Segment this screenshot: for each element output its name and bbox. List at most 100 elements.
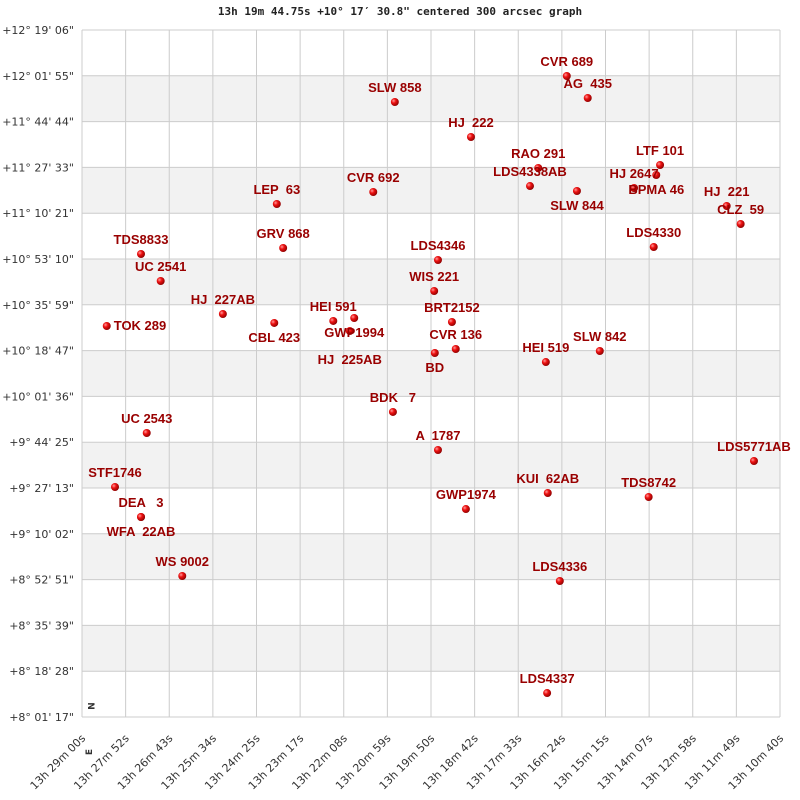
- star-label: LDS4346: [411, 238, 466, 253]
- star-marker[interactable]: [466, 132, 475, 141]
- star-label: CLZ 59: [717, 202, 764, 217]
- star-label: SLW 842: [573, 329, 626, 344]
- star-marker[interactable]: [525, 182, 534, 191]
- star-marker[interactable]: [562, 72, 571, 81]
- star-label: CVR 689: [540, 54, 593, 69]
- star-marker[interactable]: [595, 347, 604, 356]
- star-marker[interactable]: [329, 316, 338, 325]
- star-marker[interactable]: [178, 571, 187, 580]
- star-label: KUI 62AB: [516, 471, 579, 486]
- star-label: GWP1974: [436, 487, 497, 502]
- star-marker[interactable]: [430, 287, 439, 296]
- star-marker[interactable]: [461, 505, 470, 514]
- y-tick-label: +9° 10' 02": [9, 528, 74, 541]
- star-label: BPMA 46: [628, 182, 684, 197]
- star-marker[interactable]: [583, 93, 592, 102]
- y-tick-label: +8° 18' 28": [9, 665, 74, 678]
- y-tick-label: +11° 27' 33": [2, 161, 74, 174]
- star-label: WS 9002: [156, 554, 209, 569]
- star-marker[interactable]: [390, 97, 399, 106]
- star-label: SLW 858: [368, 80, 421, 95]
- star-label: LDS4336: [532, 559, 587, 574]
- star-marker[interactable]: [430, 349, 439, 358]
- chart-title: 13h 19m 44.75s +10° 17′ 30.8" centered 3…: [217, 5, 583, 18]
- star-marker[interactable]: [270, 318, 279, 327]
- star-marker[interactable]: [272, 200, 281, 209]
- star-marker[interactable]: [110, 482, 119, 491]
- star-label: WIS 221: [409, 269, 459, 284]
- star-label: HJ 225AB: [318, 352, 382, 367]
- star-label: HJ 227AB: [191, 292, 255, 307]
- star-marker[interactable]: [156, 277, 165, 286]
- star-marker[interactable]: [433, 445, 442, 454]
- star-label: DEA 3: [118, 495, 163, 510]
- star-label: CVR 692: [347, 170, 400, 185]
- star-marker[interactable]: [534, 163, 543, 172]
- star-marker[interactable]: [218, 310, 227, 319]
- star-label: CBL 423: [248, 330, 300, 345]
- star-label: LEP 63: [253, 182, 300, 197]
- star-marker[interactable]: [345, 327, 354, 336]
- y-tick-label: +10° 35' 59": [2, 299, 74, 312]
- star-marker[interactable]: [722, 202, 731, 211]
- star-label: HJ 2647: [609, 166, 658, 181]
- star-marker[interactable]: [388, 407, 397, 416]
- y-tick-label: +11° 44' 44": [2, 116, 74, 129]
- y-tick-label: +10° 53' 10": [2, 253, 74, 266]
- star-label: RAO 291: [511, 146, 565, 161]
- y-tick-label: +10° 01' 36": [2, 390, 74, 403]
- star-marker[interactable]: [137, 250, 146, 259]
- star-marker[interactable]: [543, 488, 552, 497]
- y-tick-label: +11° 10' 21": [2, 207, 74, 220]
- star-marker[interactable]: [102, 322, 111, 331]
- y-tick-label: +8° 35' 39": [9, 619, 74, 632]
- star-marker[interactable]: [433, 256, 442, 265]
- star-label: LDS5771AB: [717, 439, 791, 454]
- star-marker[interactable]: [749, 457, 758, 466]
- star-marker[interactable]: [572, 186, 581, 195]
- star-marker[interactable]: [652, 171, 661, 180]
- star-label: HEI 519: [522, 340, 569, 355]
- star-label: AG 435: [564, 76, 612, 91]
- y-tick-label: +12° 19' 06": [2, 24, 74, 37]
- compass-north-label: N: [85, 702, 95, 710]
- star-label: A 1787: [415, 428, 460, 443]
- star-label: HJ 222: [448, 115, 494, 130]
- star-marker[interactable]: [137, 513, 146, 522]
- star-marker[interactable]: [736, 219, 745, 228]
- star-marker[interactable]: [451, 345, 460, 354]
- star-label: LTF 101: [636, 143, 684, 158]
- star-label: TDS8742: [621, 475, 676, 490]
- y-tick-label: +8° 52' 51": [9, 574, 74, 587]
- y-tick-label: +8° 01' 17": [9, 711, 74, 724]
- star-label: LDS4338AB: [493, 164, 567, 179]
- star-label: STF1746: [88, 465, 141, 480]
- star-label: TDS8833: [114, 232, 169, 247]
- star-label: CVR 136: [429, 327, 482, 342]
- star-label: GWP1994: [324, 325, 385, 340]
- star-marker[interactable]: [369, 188, 378, 197]
- star-marker[interactable]: [142, 428, 151, 437]
- star-marker[interactable]: [630, 184, 639, 193]
- star-marker[interactable]: [543, 689, 552, 698]
- compass-east-label: E: [85, 749, 95, 755]
- star-marker[interactable]: [649, 242, 658, 251]
- star-marker[interactable]: [555, 577, 564, 586]
- star-label: SLW 844: [550, 198, 604, 213]
- star-marker[interactable]: [656, 161, 665, 170]
- star-label: LDS4330: [626, 225, 681, 240]
- y-tick-label: +9° 44' 25": [9, 436, 74, 449]
- star-marker[interactable]: [541, 358, 550, 367]
- star-label: TOK 289: [114, 318, 167, 333]
- star-marker[interactable]: [279, 244, 288, 253]
- star-marker[interactable]: [350, 314, 359, 323]
- star-label: HJ 221: [704, 184, 750, 199]
- star-label: GRV 868: [257, 226, 310, 241]
- y-tick-label: +9° 27' 13": [9, 482, 74, 495]
- star-marker[interactable]: [644, 492, 653, 501]
- y-tick-label: +12° 01' 55": [2, 70, 74, 83]
- star-label: HEI 591: [310, 299, 357, 314]
- y-tick-label: +10° 18' 47": [2, 345, 74, 358]
- star-marker[interactable]: [447, 318, 456, 327]
